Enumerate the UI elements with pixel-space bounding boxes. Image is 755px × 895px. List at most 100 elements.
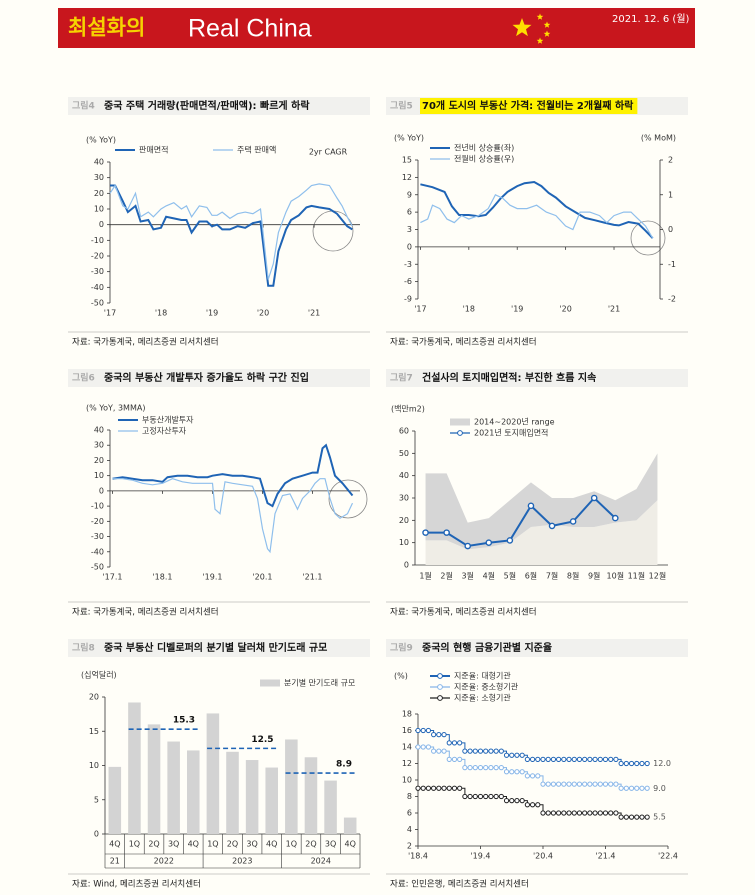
marker: [613, 756, 619, 762]
legend-marker: [437, 673, 443, 679]
legend-swatch: [450, 418, 470, 426]
end-label: 5.5: [653, 813, 666, 822]
y-tick-label: -10: [91, 502, 104, 511]
y-tick-label: 12: [402, 759, 412, 768]
quarter-label: 2Q: [227, 840, 238, 849]
y-tick-label: 9: [407, 190, 412, 199]
figure-title: 중국 부동산 디벨로퍼의 분기별 달러채 만기도래 규모: [104, 641, 327, 654]
x-tick-label: 10월: [607, 571, 625, 581]
legend-label: 2021년 토지매입면적: [474, 428, 548, 438]
y-tick-label: 40: [399, 471, 409, 480]
y-tick-label: -50: [91, 299, 104, 308]
legend-swatch: [260, 679, 280, 687]
marker: [462, 793, 468, 800]
quarter-label: 2Q: [305, 840, 316, 849]
header-title: Real China: [188, 15, 312, 43]
figure-title: 중국 주택 거래량(판매면적/판매액): 빠르게 하락: [104, 99, 310, 112]
marker: [628, 785, 635, 791]
bar: [245, 760, 259, 834]
header-band: [58, 8, 695, 48]
marker: [571, 781, 577, 787]
star: [512, 18, 532, 37]
y-tick-label: 0: [404, 561, 409, 570]
y-tick-label: 40: [94, 158, 104, 167]
bar: [304, 757, 318, 834]
x-tick-label: 11월: [628, 571, 646, 581]
legend-label: 지준율: 중소형기관: [454, 682, 519, 692]
marker: [571, 810, 577, 816]
y-tick-label: -30: [91, 267, 104, 276]
marker: [524, 773, 530, 779]
title-band: [386, 639, 688, 657]
marker: [477, 748, 484, 754]
line-series: [109, 183, 353, 280]
marker: [509, 769, 515, 775]
marker: [462, 748, 468, 754]
marker: [587, 756, 593, 762]
marker: [506, 537, 514, 544]
source: 자료: 국가통계국, 메리츠증권 리서치센터: [72, 607, 219, 618]
y-tick-label: 20: [89, 693, 99, 702]
marker: [420, 744, 426, 750]
y-tick-label: 30: [399, 494, 409, 503]
marker: [457, 756, 463, 762]
marker: [611, 514, 619, 522]
quarter-label: 3Q: [246, 840, 257, 849]
legend-label: 지준율: 소형기관: [454, 693, 511, 703]
y-tick-label: 10: [399, 538, 409, 547]
title-band: [386, 369, 688, 387]
legend-label: 부동산개발투자: [142, 415, 194, 425]
marker: [483, 748, 489, 754]
y-axis-label: (백만m2): [391, 404, 425, 414]
x-tick-label: 12월: [649, 571, 667, 581]
marker: [618, 785, 624, 791]
marker: [535, 756, 541, 762]
y-axis-label: (% YoY): [86, 136, 116, 145]
marker: [545, 756, 551, 762]
y2-tick-label: -2: [668, 295, 676, 304]
y-tick-label: 0: [99, 220, 104, 229]
marker: [519, 752, 525, 758]
y-tick-label: 15: [89, 727, 99, 736]
figure-title: 중국의 현행 금융기관별 지준율: [422, 641, 552, 654]
y-axis-label: (십억달러): [81, 670, 117, 680]
group-label: 2024: [311, 857, 331, 866]
x-tick-label: 3월: [461, 571, 473, 581]
marker: [602, 810, 609, 816]
figure-label: 그림7: [390, 372, 413, 384]
marker: [561, 781, 567, 787]
marker: [561, 756, 567, 762]
marker: [514, 769, 520, 775]
marker: [498, 765, 504, 771]
y-tick-label: 50: [399, 449, 409, 458]
x-tick-label: '18: [463, 305, 475, 314]
marker: [634, 760, 640, 767]
figure-title: 70개 도시의 부동산 가격: 전월비는 2개월째 하락: [422, 99, 634, 112]
marker: [613, 781, 619, 787]
x-tick-label: 4월: [483, 571, 495, 581]
y-tick-label: -20: [91, 517, 104, 526]
marker: [540, 810, 546, 816]
y-tick-label: 16: [402, 726, 412, 735]
star: [543, 30, 551, 37]
marker: [634, 785, 640, 791]
y-tick-label: 18: [402, 710, 412, 719]
x-tick-label: '19.1: [202, 573, 222, 582]
marker: [472, 748, 478, 754]
marker: [634, 814, 640, 820]
line-series: [420, 194, 654, 239]
marker: [472, 793, 478, 800]
figure-label: 그림4: [72, 100, 95, 112]
average-label: 8.9: [336, 760, 352, 770]
marker: [545, 781, 551, 787]
marker: [425, 727, 432, 734]
annotation: 2yr CAGR: [309, 148, 348, 157]
marker: [441, 748, 447, 754]
average-label: 15.3: [173, 716, 195, 726]
marker: [488, 765, 494, 771]
marker: [608, 781, 614, 787]
marker: [436, 732, 442, 738]
marker: [529, 802, 536, 808]
marker: [519, 798, 525, 804]
x-tick-label: 7월: [546, 571, 558, 581]
